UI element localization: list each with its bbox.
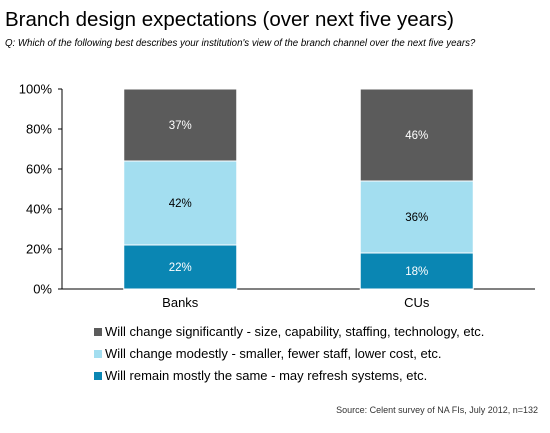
bar-segment-cus-2 [359, 180, 474, 254]
data-label-banks-1: 22% [169, 262, 192, 274]
y-tick-label: 80% [26, 122, 52, 137]
source-note: Source: Celent survey of NA FIs, July 20… [336, 405, 538, 415]
y-tick-label: 100% [19, 82, 53, 97]
x-tick-label: Banks [162, 295, 199, 310]
y-tick-label: 60% [26, 162, 52, 177]
bar-segment-cus-1 [359, 252, 474, 290]
legend-swatch [94, 372, 102, 380]
chart-title: Branch design expectations (over next fi… [5, 8, 454, 31]
legend-label: Will remain mostly the same - may refres… [105, 368, 428, 383]
stacked-bar-chart: 0% 20% 40% 60% 80% 100% 22% 42% 37% Banks 18% 36% 46… [19, 82, 535, 310]
y-tick-label: 20% [26, 242, 52, 257]
bar-segment-banks-3 [123, 88, 238, 162]
chart-subtitle: Q: Which of the following best describes… [5, 38, 476, 49]
bar-segment-cus-3 [359, 88, 474, 182]
data-label-cus-1: 18% [405, 266, 428, 278]
legend-label: Will change significantly - size, capabi… [105, 324, 485, 339]
legend-swatch [94, 350, 102, 358]
data-label-cus-2: 36% [405, 212, 428, 224]
legend-label: Will change modestly - smaller, fewer st… [105, 346, 442, 361]
data-label-banks-3: 37% [169, 120, 192, 132]
y-tick-label: 0% [33, 282, 52, 297]
x-tick-label: CUs [404, 295, 430, 310]
legend-swatch [94, 328, 102, 336]
data-label-banks-2: 42% [169, 198, 192, 210]
y-tick-label: 40% [26, 202, 52, 217]
data-label-cus-3: 46% [405, 130, 428, 142]
bar-segment-banks-2 [123, 160, 238, 246]
